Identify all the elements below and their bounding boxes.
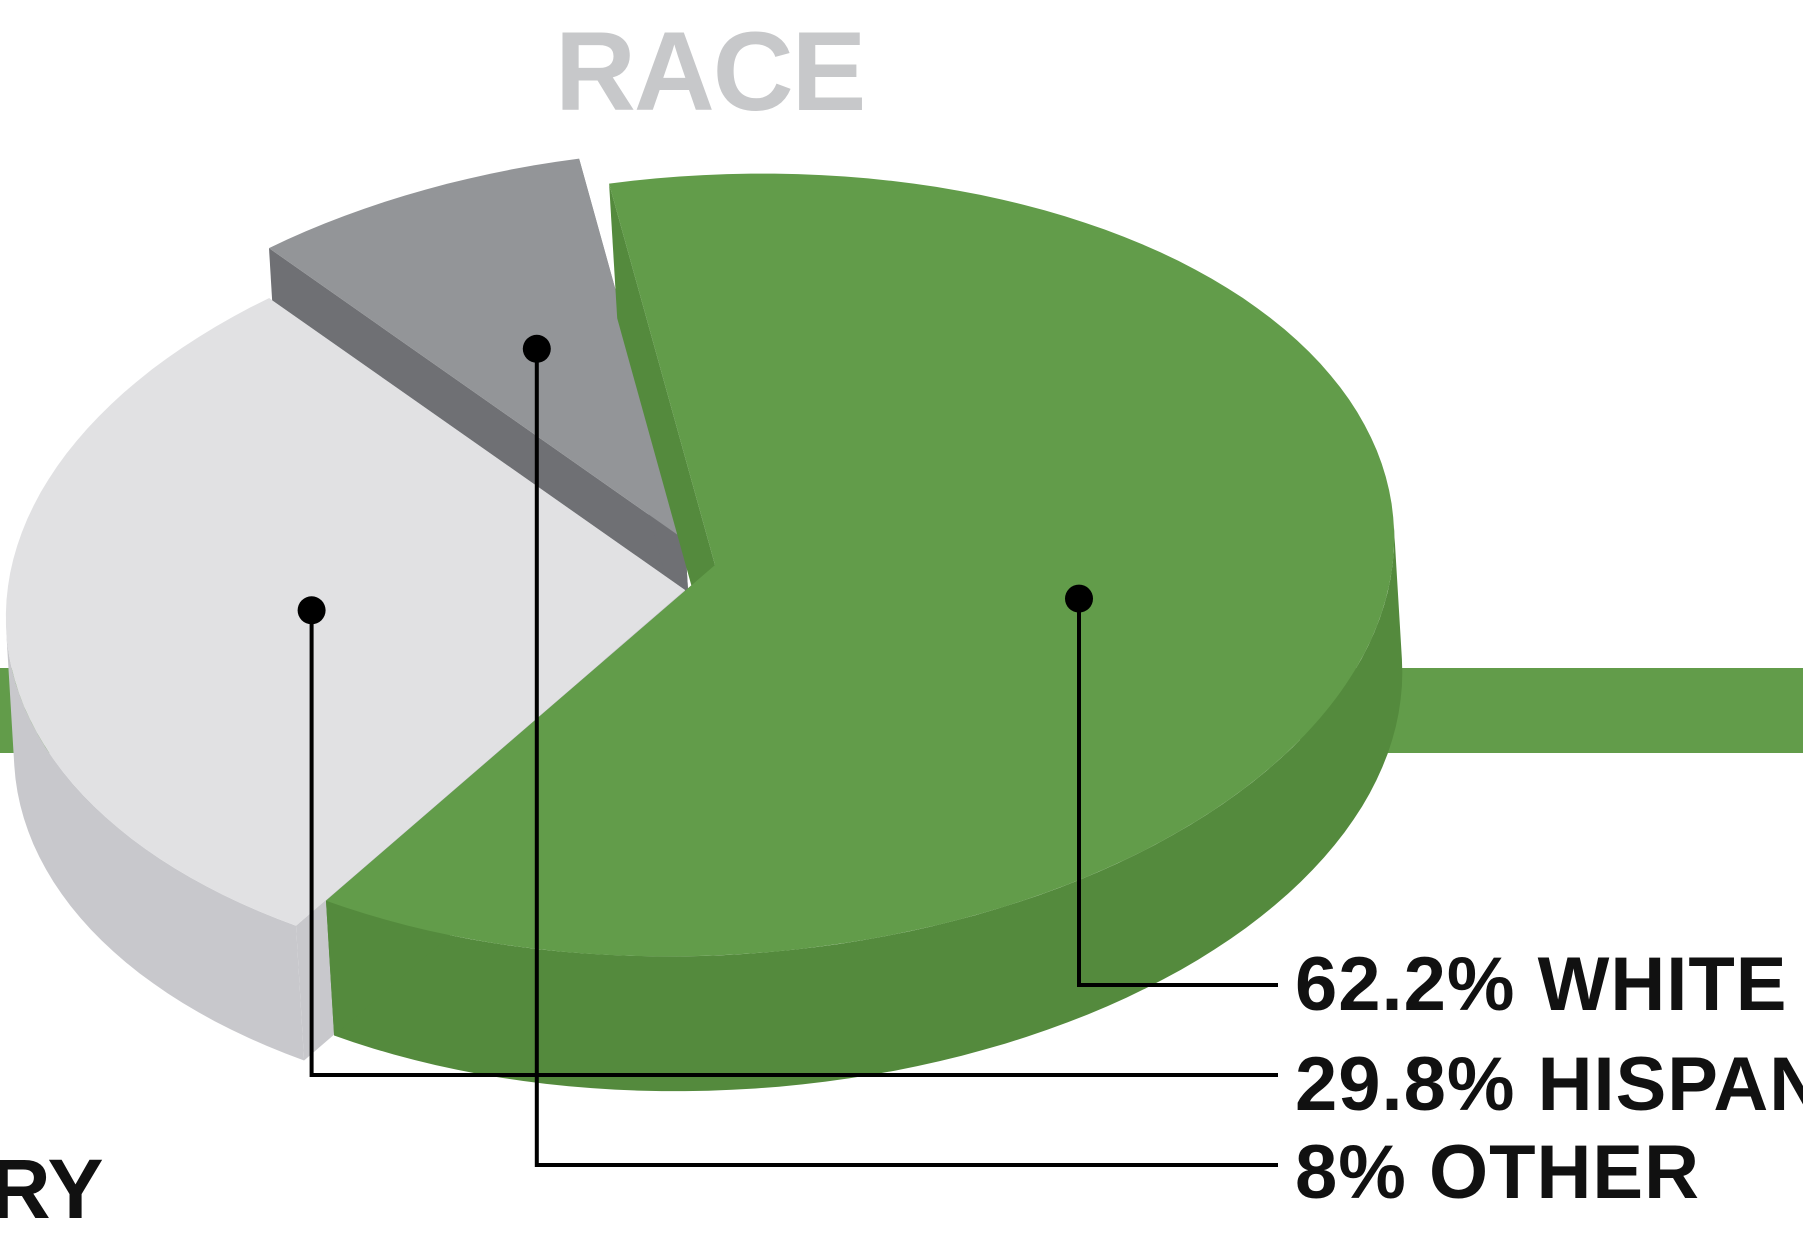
pie-slice-side-hispanic [6,630,305,1061]
pie-slice-white [326,173,1395,957]
leader-line-white [1077,598,1278,987]
data-label-hispanic: 29.8% HISPANIC [1295,1042,1803,1127]
data-label-other: 8% OTHER [1295,1130,1700,1215]
leader-line-hispanic [309,610,1278,1077]
pie-slice-other [269,158,685,540]
partial-edge-text: RY [0,1142,104,1236]
pie-slice-side-white [326,524,1403,1092]
pie-slice-face-white-0 [609,183,724,700]
data-label-white: 62.2% WHITE [1295,942,1787,1027]
pie-slice-hispanic [5,298,685,926]
leader-line-other [534,348,1278,1167]
leader-lines [297,334,1278,1167]
chart-title: RACE [555,9,864,134]
pie-slices [5,158,1403,1092]
